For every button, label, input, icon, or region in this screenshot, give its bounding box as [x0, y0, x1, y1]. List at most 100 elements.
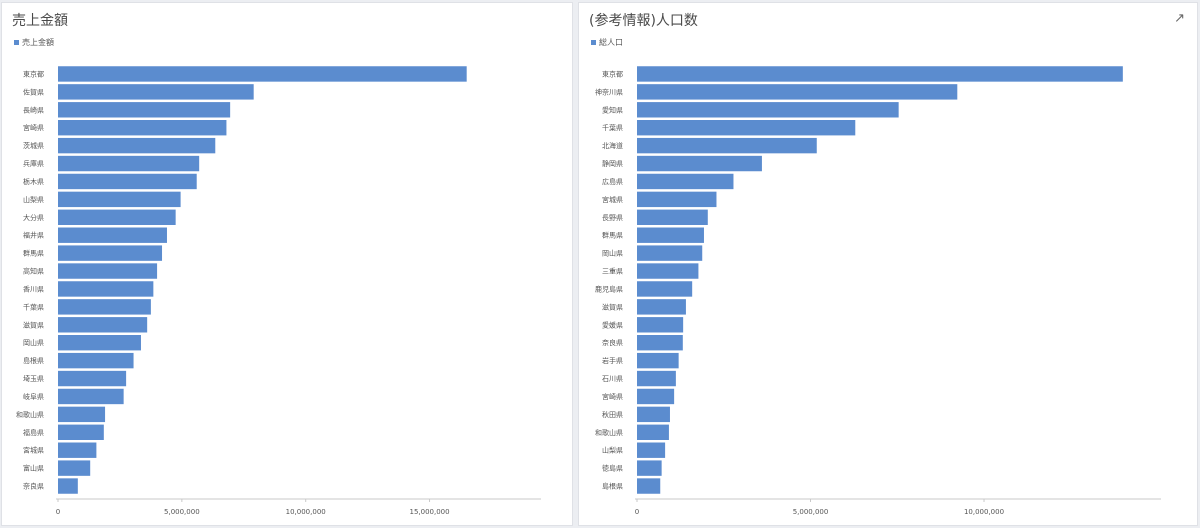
population-category-label: 三重県 [602, 268, 623, 276]
population-bar[interactable] [637, 191, 717, 208]
sales-legend: 売上金額 [14, 37, 54, 48]
sales-bar[interactable] [58, 263, 158, 279]
sales-category-label: 岡山県 [23, 338, 44, 347]
population-bar[interactable] [637, 281, 693, 297]
sales-category-label: 宮城県 [23, 446, 44, 455]
sales-bar[interactable] [58, 66, 467, 82]
sales-bar[interactable] [58, 102, 231, 118]
population-bar[interactable] [637, 299, 686, 315]
sales-category-label: 高知県 [23, 267, 44, 276]
population-category-label: 北海道 [602, 141, 623, 150]
population-bar[interactable] [637, 173, 734, 190]
sales-bar[interactable] [58, 191, 181, 208]
population-category-label: 鹿児島県 [595, 284, 623, 293]
sales-category-label: 福井県 [23, 231, 44, 240]
population-category-label: 岡山県 [602, 249, 623, 258]
sales-category-label: 山梨県 [23, 195, 44, 204]
population-panel: (参考情報)人口数 ↗ 総人口 東京都 神奈川県 愛知県 千葉県 北海道 静岡県 広島県 宮城… [578, 2, 1198, 526]
sales-bar[interactable] [58, 245, 163, 261]
sales-bar[interactable] [58, 120, 227, 136]
sales-bar[interactable] [58, 424, 104, 440]
sales-panel: 売上金額 売上金額 東京都 佐賀県 長崎県 宮崎県 茨城県 兵庫県 栃木県 山梨県 大分県 福井県… [1, 2, 573, 526]
population-category-label: 千葉県 [602, 123, 623, 132]
sales-category-label: 大分県 [23, 213, 44, 222]
population-category-label: 広島県 [602, 177, 623, 186]
sales-category-label: 茨城県 [23, 141, 44, 150]
population-bar[interactable] [637, 352, 679, 369]
population-category-label: 奈良県 [602, 338, 623, 347]
population-x-tick-label: 5,000,000 [793, 508, 829, 516]
population-category-label: 和歌山県 [595, 428, 623, 437]
sales-bar[interactable] [58, 173, 197, 190]
sales-bar[interactable] [58, 352, 134, 369]
sales-bar[interactable] [58, 155, 200, 172]
sales-category-label: 長崎県 [23, 105, 44, 114]
sales-bar[interactable] [58, 478, 78, 494]
sales-category-label: 香川県 [23, 284, 44, 293]
population-category-label: 宮崎県 [602, 392, 623, 401]
population-bar[interactable] [637, 370, 676, 387]
population-category-label: 岩手県 [602, 356, 623, 365]
sales-bar[interactable] [58, 227, 167, 243]
population-category-label: 滋賀県 [602, 302, 623, 311]
sales-category-label: 群馬県 [23, 249, 44, 258]
population-bar[interactable] [637, 245, 703, 261]
population-category-label: 徳島県 [602, 464, 623, 473]
population-category-label: 島根県 [602, 482, 623, 491]
sales-category-label: 滋賀県 [23, 320, 44, 329]
population-x-tick-label: 0 [635, 508, 639, 516]
sales-bar[interactable] [58, 281, 154, 297]
population-chart-title: (参考情報)人口数 [589, 13, 698, 29]
sales-chart-title: 売上金額 [12, 13, 68, 29]
population-bar[interactable] [637, 155, 762, 172]
sales-bar[interactable] [58, 209, 176, 225]
population-bar[interactable] [637, 227, 704, 243]
population-bar[interactable] [637, 102, 899, 118]
population-bar[interactable] [637, 137, 817, 154]
population-bar[interactable] [637, 209, 708, 225]
population-bar[interactable] [637, 317, 684, 333]
sales-bar[interactable] [58, 335, 141, 351]
sales-category-label: 佐賀県 [23, 87, 44, 96]
population-category-label: 愛知県 [602, 105, 623, 114]
sales-bar[interactable] [58, 84, 254, 100]
sales-category-label: 栃木県 [23, 177, 44, 186]
population-bar[interactable] [637, 460, 662, 476]
sales-bar[interactable] [58, 406, 106, 423]
population-bar[interactable] [637, 388, 675, 405]
sales-category-label: 埼玉県 [23, 374, 44, 383]
population-bar[interactable] [637, 263, 699, 279]
population-bar[interactable] [637, 84, 958, 100]
population-bar[interactable] [637, 406, 670, 423]
population-bar[interactable] [637, 424, 669, 440]
sales-category-label: 東京都 [23, 69, 44, 78]
population-category-label: 秋田県 [602, 410, 623, 419]
population-category-label: 愛媛県 [602, 320, 623, 329]
population-category-label: 長野県 [602, 214, 623, 222]
sales-bar[interactable] [58, 317, 148, 333]
expand-icon[interactable]: ↗ [1174, 11, 1185, 26]
sales-bar[interactable] [58, 370, 127, 387]
sales-x-tick-label: 0 [56, 508, 60, 516]
population-x-tick-label: 10,000,000 [964, 508, 1004, 516]
sales-category-label: 宮崎県 [23, 123, 44, 132]
sales-bar[interactable] [58, 299, 151, 315]
sales-bar[interactable] [58, 388, 124, 405]
population-bar[interactable] [637, 120, 856, 136]
population-bar[interactable] [637, 335, 683, 351]
sales-x-tick-label: 5,000,000 [164, 508, 200, 516]
sales-bar[interactable] [58, 460, 91, 476]
population-category-label: 神奈川県 [595, 87, 623, 96]
sales-x-tick-label: 15,000,000 [409, 508, 449, 516]
sales-x-tick-label: 10,000,000 [286, 508, 326, 516]
sales-bar[interactable] [58, 137, 216, 154]
population-legend-swatch [591, 40, 596, 45]
sales-category-label: 和歌山県 [16, 410, 44, 419]
population-bar[interactable] [637, 478, 661, 494]
population-category-label: 石川県 [602, 375, 623, 383]
sales-bar[interactable] [58, 442, 97, 458]
population-bar[interactable] [637, 442, 666, 458]
population-bar[interactable] [637, 66, 1123, 82]
sales-category-label: 千葉県 [23, 302, 44, 311]
sales-category-label: 島根県 [23, 356, 44, 365]
